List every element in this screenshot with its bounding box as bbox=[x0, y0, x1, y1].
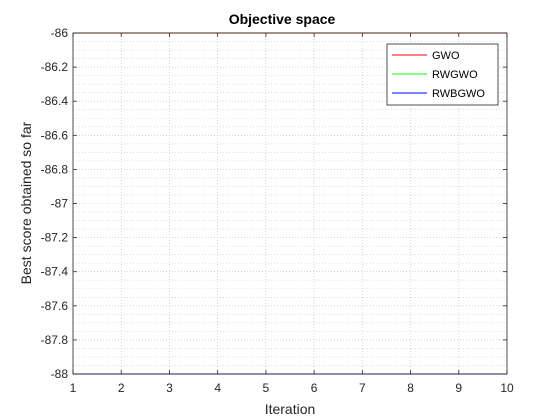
x-tick-label: 2 bbox=[118, 381, 125, 395]
y-axis-title: Best score obtained so far bbox=[18, 121, 34, 284]
x-tick-label: 7 bbox=[359, 381, 366, 395]
minor-grid bbox=[73, 41, 507, 366]
legend: GWO RWGWO RWBGWO bbox=[386, 43, 499, 106]
y-tick-labels: -88 -87.8 -87.6 -87.4 -87.2 -87 -86.8 -86.6 -86.… bbox=[41, 26, 69, 381]
chart-title: Objective space bbox=[229, 11, 336, 27]
x-axis-title: Iteration bbox=[265, 401, 316, 417]
legend-label-rwbgwo: RWBGWO bbox=[432, 88, 485, 100]
y-tick-label: -86.6 bbox=[41, 128, 69, 142]
legend-label-rwgwo: RWGWO bbox=[432, 69, 478, 81]
x-tick-label: 3 bbox=[166, 381, 173, 395]
y-tick-label: -87.4 bbox=[41, 265, 69, 279]
y-tick-label: -87 bbox=[51, 197, 69, 211]
y-tick-label: -87.2 bbox=[41, 231, 69, 245]
legend-label-gwo: GWO bbox=[432, 50, 460, 62]
y-tick-label: -87.6 bbox=[41, 299, 69, 313]
y-tick-label: -86.8 bbox=[41, 162, 69, 176]
y-tick-label: -86.4 bbox=[41, 94, 69, 108]
y-tick-label: -86.2 bbox=[41, 60, 69, 74]
y-tick-label: -86 bbox=[51, 26, 69, 40]
x-tick-label: 1 bbox=[70, 381, 77, 395]
x-tick-label: 10 bbox=[500, 381, 514, 395]
x-tick-label: 5 bbox=[263, 381, 270, 395]
x-tick-labels: 1 2 3 4 5 6 7 8 9 10 bbox=[70, 381, 514, 395]
y-tick-label: -88 bbox=[51, 367, 69, 381]
tick-marks bbox=[72, 32, 508, 375]
y-tick-label: -87.8 bbox=[41, 333, 69, 347]
x-tick-label: 6 bbox=[311, 381, 318, 395]
x-tick-label: 9 bbox=[455, 381, 462, 395]
x-tick-label: 8 bbox=[407, 381, 414, 395]
x-tick-label: 4 bbox=[214, 381, 221, 395]
